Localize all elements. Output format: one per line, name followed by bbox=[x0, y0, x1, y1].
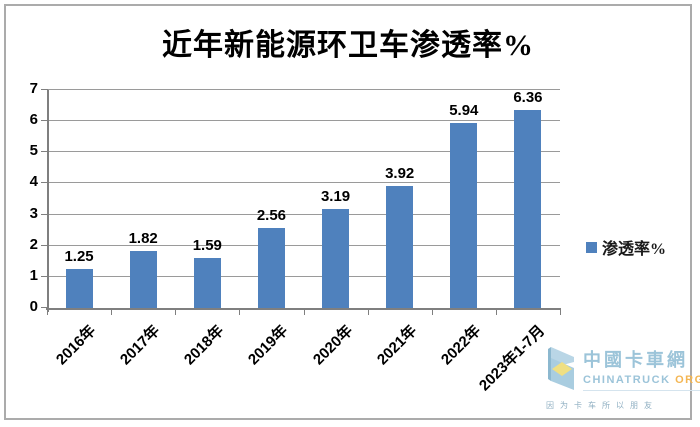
y-axis-tick bbox=[41, 244, 48, 246]
legend: 渗透率% bbox=[586, 235, 666, 259]
bar bbox=[386, 185, 414, 308]
x-axis-tick bbox=[560, 310, 561, 315]
x-axis-tick bbox=[367, 310, 369, 315]
y-axis-tick bbox=[41, 275, 48, 277]
logo-domain: CHINATRUCK bbox=[583, 374, 671, 386]
bar bbox=[257, 228, 285, 308]
x-axis-tick bbox=[239, 310, 241, 315]
bar-value-label: 1.59 bbox=[192, 237, 222, 255]
bar-value-label: 5.94 bbox=[449, 102, 479, 120]
chart-title: 近年新能源环卫车渗透率% bbox=[162, 29, 534, 62]
bar-value-label: 6.36 bbox=[513, 88, 543, 106]
y-axis-line bbox=[47, 90, 49, 312]
bar bbox=[450, 123, 478, 308]
y-axis-tick-label: 5 bbox=[29, 142, 38, 160]
y-axis-tick-label: 2 bbox=[29, 235, 38, 253]
bar bbox=[322, 208, 350, 308]
y-axis-tick-label: 7 bbox=[29, 80, 38, 97]
logo-brand-text: 中國卡車網 bbox=[583, 350, 688, 370]
y-axis-tick bbox=[41, 151, 48, 153]
x-axis-line bbox=[46, 308, 561, 310]
y-axis-tick-label: 0 bbox=[29, 298, 38, 315]
x-axis-tick bbox=[175, 310, 177, 315]
logo-slogan: 因为卡车所以朋友 bbox=[546, 401, 658, 410]
legend-label: 渗透率% bbox=[602, 241, 667, 258]
y-axis-tick bbox=[41, 89, 48, 90]
bar-value-label: 2.56 bbox=[256, 207, 287, 225]
gridline bbox=[47, 244, 560, 246]
x-axis-tick bbox=[495, 310, 497, 315]
y-axis-tick bbox=[41, 307, 48, 308]
gridline bbox=[47, 275, 560, 277]
y-axis-tick-label: 4 bbox=[29, 173, 38, 191]
y-axis-tick-label: 3 bbox=[29, 204, 38, 222]
bar bbox=[129, 251, 157, 308]
y-axis-tick bbox=[41, 182, 48, 184]
y-axis-tick-label: 1 bbox=[29, 266, 38, 284]
bar bbox=[514, 109, 542, 308]
chart-frame: 近年新能源环卫车渗透率% 1.25 1.82 1.59 2.56 3.19 3.92 5.9… bbox=[4, 4, 700, 420]
bar-value-label: 1.25 bbox=[64, 248, 94, 266]
x-axis-tick bbox=[111, 310, 113, 315]
y-axis-tick bbox=[41, 213, 48, 215]
legend-swatch-icon bbox=[586, 241, 597, 253]
bar-value-label: 1.82 bbox=[128, 230, 158, 248]
y-axis-tick bbox=[41, 120, 48, 122]
x-axis-tick bbox=[47, 310, 48, 315]
chinatruck-logo-icon bbox=[546, 346, 578, 397]
bar bbox=[193, 258, 221, 308]
bar-value-label: 3.19 bbox=[320, 187, 351, 205]
logo-domain-suffix: ORG bbox=[675, 374, 700, 386]
bar-value-label: 3.92 bbox=[385, 164, 415, 182]
gridline bbox=[47, 89, 560, 90]
plot-area: 1.25 1.82 1.59 2.56 3.19 3.92 5.94 6.36 bbox=[47, 88, 560, 308]
logo-domain-row: CHINATRUCK ORG bbox=[583, 374, 700, 391]
gridline bbox=[47, 120, 560, 122]
gridline bbox=[47, 151, 560, 153]
gridline bbox=[47, 213, 560, 215]
gridline bbox=[47, 182, 560, 184]
bar bbox=[65, 269, 93, 308]
x-axis-tick bbox=[303, 310, 305, 315]
y-axis-tick-label: 6 bbox=[29, 111, 38, 129]
x-axis-tick bbox=[431, 310, 433, 315]
chinatruck-watermark: 中國卡車網 CHINATRUCK ORG 因为卡车所以朋友 bbox=[546, 346, 700, 411]
